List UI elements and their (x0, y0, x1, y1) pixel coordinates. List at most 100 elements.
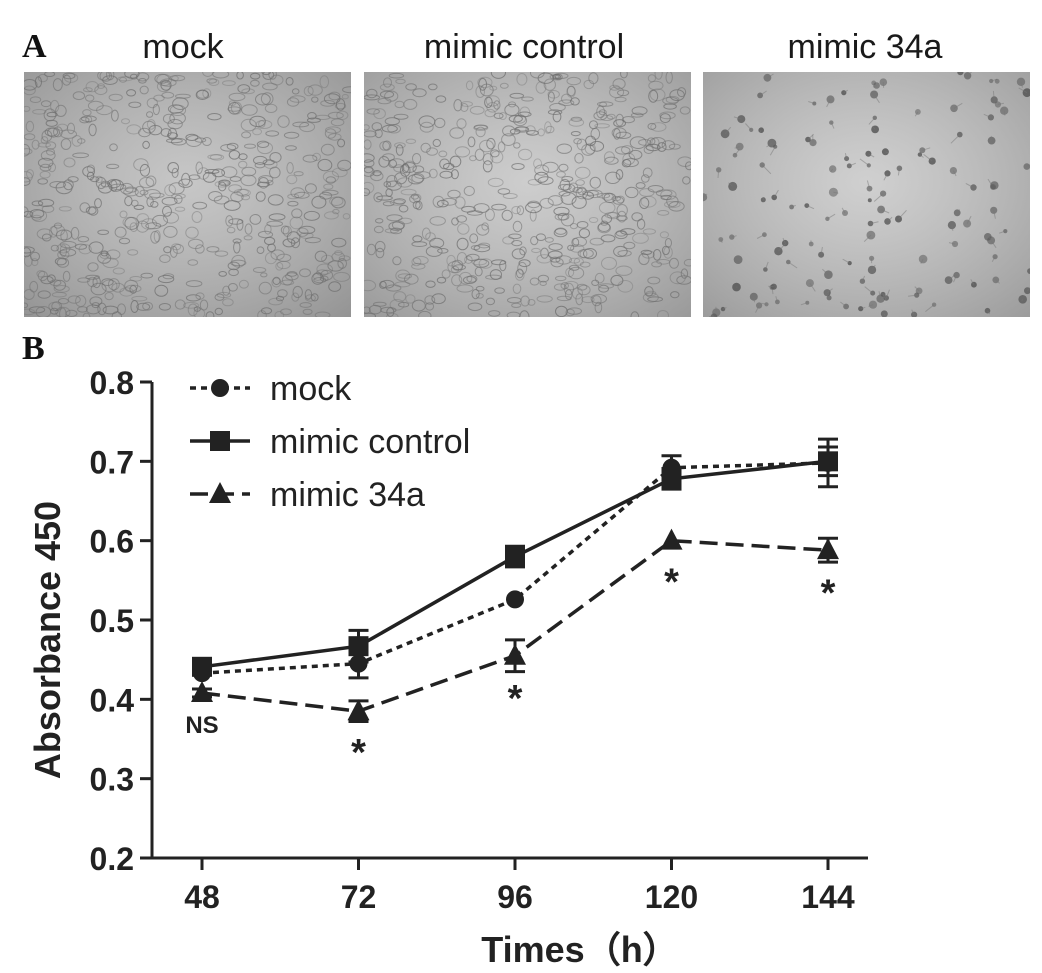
cell (60, 138, 72, 150)
cell (544, 121, 552, 134)
cell (586, 189, 603, 199)
cell (536, 254, 553, 264)
data-point (660, 528, 683, 550)
cell (398, 204, 409, 213)
cell (307, 84, 323, 96)
cell (316, 263, 334, 275)
cell (394, 142, 406, 149)
cell (615, 265, 633, 276)
cell (545, 125, 555, 134)
cell (380, 306, 397, 314)
cell (386, 174, 398, 188)
cell (40, 136, 49, 145)
cell (293, 171, 304, 177)
cell (577, 186, 587, 196)
cell (55, 104, 67, 118)
cell (432, 195, 445, 208)
cell (594, 301, 603, 314)
cell (167, 162, 179, 174)
cell (205, 311, 215, 317)
cell-process (826, 288, 833, 294)
data-point (504, 643, 526, 665)
cell (118, 237, 131, 245)
cell (328, 281, 342, 292)
cell (207, 113, 222, 121)
cell (374, 240, 386, 253)
cell (410, 193, 420, 200)
cell-process (993, 210, 996, 219)
cell-process (983, 113, 992, 118)
cell (549, 74, 560, 80)
cell (133, 158, 149, 171)
cell (62, 270, 71, 282)
cell (460, 103, 469, 112)
cell (127, 249, 139, 256)
cell (511, 248, 526, 260)
cell (382, 153, 395, 162)
cell (630, 112, 644, 118)
cell (639, 197, 650, 210)
cell-process (720, 239, 723, 243)
cell (379, 280, 387, 289)
cell (70, 226, 80, 240)
cell-process (914, 111, 919, 117)
cell-process (753, 296, 756, 303)
cell-process (826, 99, 831, 108)
cell (395, 144, 404, 156)
cell (37, 142, 52, 148)
cell (617, 280, 634, 293)
cell (285, 272, 299, 281)
cell (53, 285, 70, 293)
cell (514, 114, 527, 124)
cell (566, 76, 582, 86)
cell-process (952, 170, 957, 177)
cell (438, 150, 448, 158)
cell (169, 74, 186, 82)
micrograph-label-mimic-34a: mimic 34a (787, 28, 943, 66)
cell (762, 232, 767, 238)
cell (244, 223, 253, 235)
cell (58, 206, 72, 212)
cell (679, 106, 691, 115)
cell (478, 77, 488, 91)
cell (77, 277, 91, 283)
cell (157, 274, 175, 284)
cell-process (766, 142, 773, 148)
cell (469, 155, 477, 162)
cell-process (990, 240, 997, 249)
cell (512, 283, 522, 295)
cell (146, 119, 156, 130)
cell (466, 210, 483, 216)
cell (41, 233, 52, 242)
cell (218, 181, 227, 192)
x-tick-label: 144 (801, 879, 855, 915)
legend-marker (210, 431, 230, 451)
cell (264, 103, 278, 114)
cell (145, 175, 157, 187)
cell (553, 206, 570, 216)
cell (465, 80, 474, 91)
cell (313, 271, 323, 281)
cell (420, 142, 431, 153)
cell (379, 83, 395, 92)
cell (570, 131, 581, 137)
cell-process (914, 286, 920, 292)
cell (291, 292, 300, 302)
cell (38, 198, 55, 207)
cell (579, 261, 591, 268)
cell (90, 282, 107, 296)
cell (26, 169, 34, 179)
cell (108, 278, 120, 291)
significance-label: NS (185, 712, 218, 739)
cell (102, 305, 119, 315)
cell (289, 95, 306, 103)
cell-process (775, 296, 778, 303)
cell (50, 99, 60, 113)
cell (112, 267, 125, 275)
data-point (191, 680, 213, 702)
cell (508, 115, 523, 123)
cell (531, 247, 541, 254)
cell (331, 237, 347, 248)
cell (437, 248, 449, 254)
cell (594, 123, 610, 129)
